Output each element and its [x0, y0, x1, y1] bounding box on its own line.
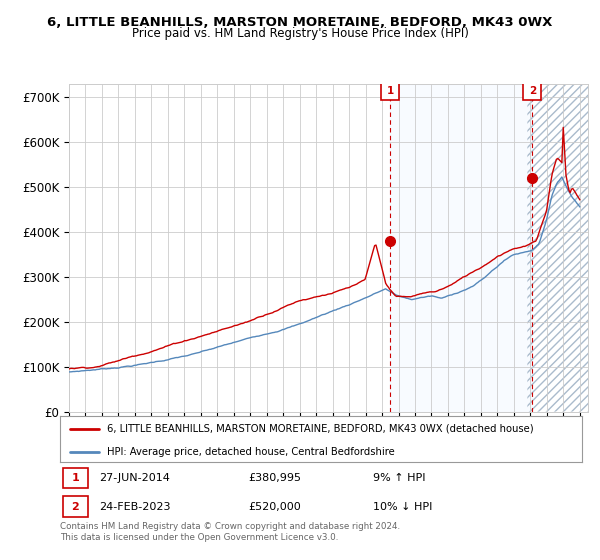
Text: 27-JUN-2014: 27-JUN-2014	[99, 473, 170, 483]
Text: Price paid vs. HM Land Registry's House Price Index (HPI): Price paid vs. HM Land Registry's House …	[131, 27, 469, 40]
Text: 2: 2	[529, 86, 536, 96]
Text: 6, LITTLE BEANHILLS, MARSTON MORETAINE, BEDFORD, MK43 0WX: 6, LITTLE BEANHILLS, MARSTON MORETAINE, …	[47, 16, 553, 29]
Text: 6, LITTLE BEANHILLS, MARSTON MORETAINE, BEDFORD, MK43 0WX (detached house): 6, LITTLE BEANHILLS, MARSTON MORETAINE, …	[107, 423, 533, 433]
Text: 9% ↑ HPI: 9% ↑ HPI	[373, 473, 426, 483]
Text: 1: 1	[71, 473, 79, 483]
FancyBboxPatch shape	[62, 496, 88, 517]
Text: 1: 1	[386, 86, 394, 96]
FancyBboxPatch shape	[62, 468, 88, 488]
Text: Contains HM Land Registry data © Crown copyright and database right 2024.
This d: Contains HM Land Registry data © Crown c…	[60, 522, 400, 542]
Text: £520,000: £520,000	[248, 502, 301, 511]
Text: 2: 2	[71, 502, 79, 511]
Text: 10% ↓ HPI: 10% ↓ HPI	[373, 502, 433, 511]
Text: 24-FEB-2023: 24-FEB-2023	[99, 502, 170, 511]
Bar	[390, 84, 532, 412]
Text: HPI: Average price, detached house, Central Bedfordshire: HPI: Average price, detached house, Cent…	[107, 447, 395, 457]
Bar	[532, 84, 588, 412]
Text: £380,995: £380,995	[248, 473, 301, 483]
